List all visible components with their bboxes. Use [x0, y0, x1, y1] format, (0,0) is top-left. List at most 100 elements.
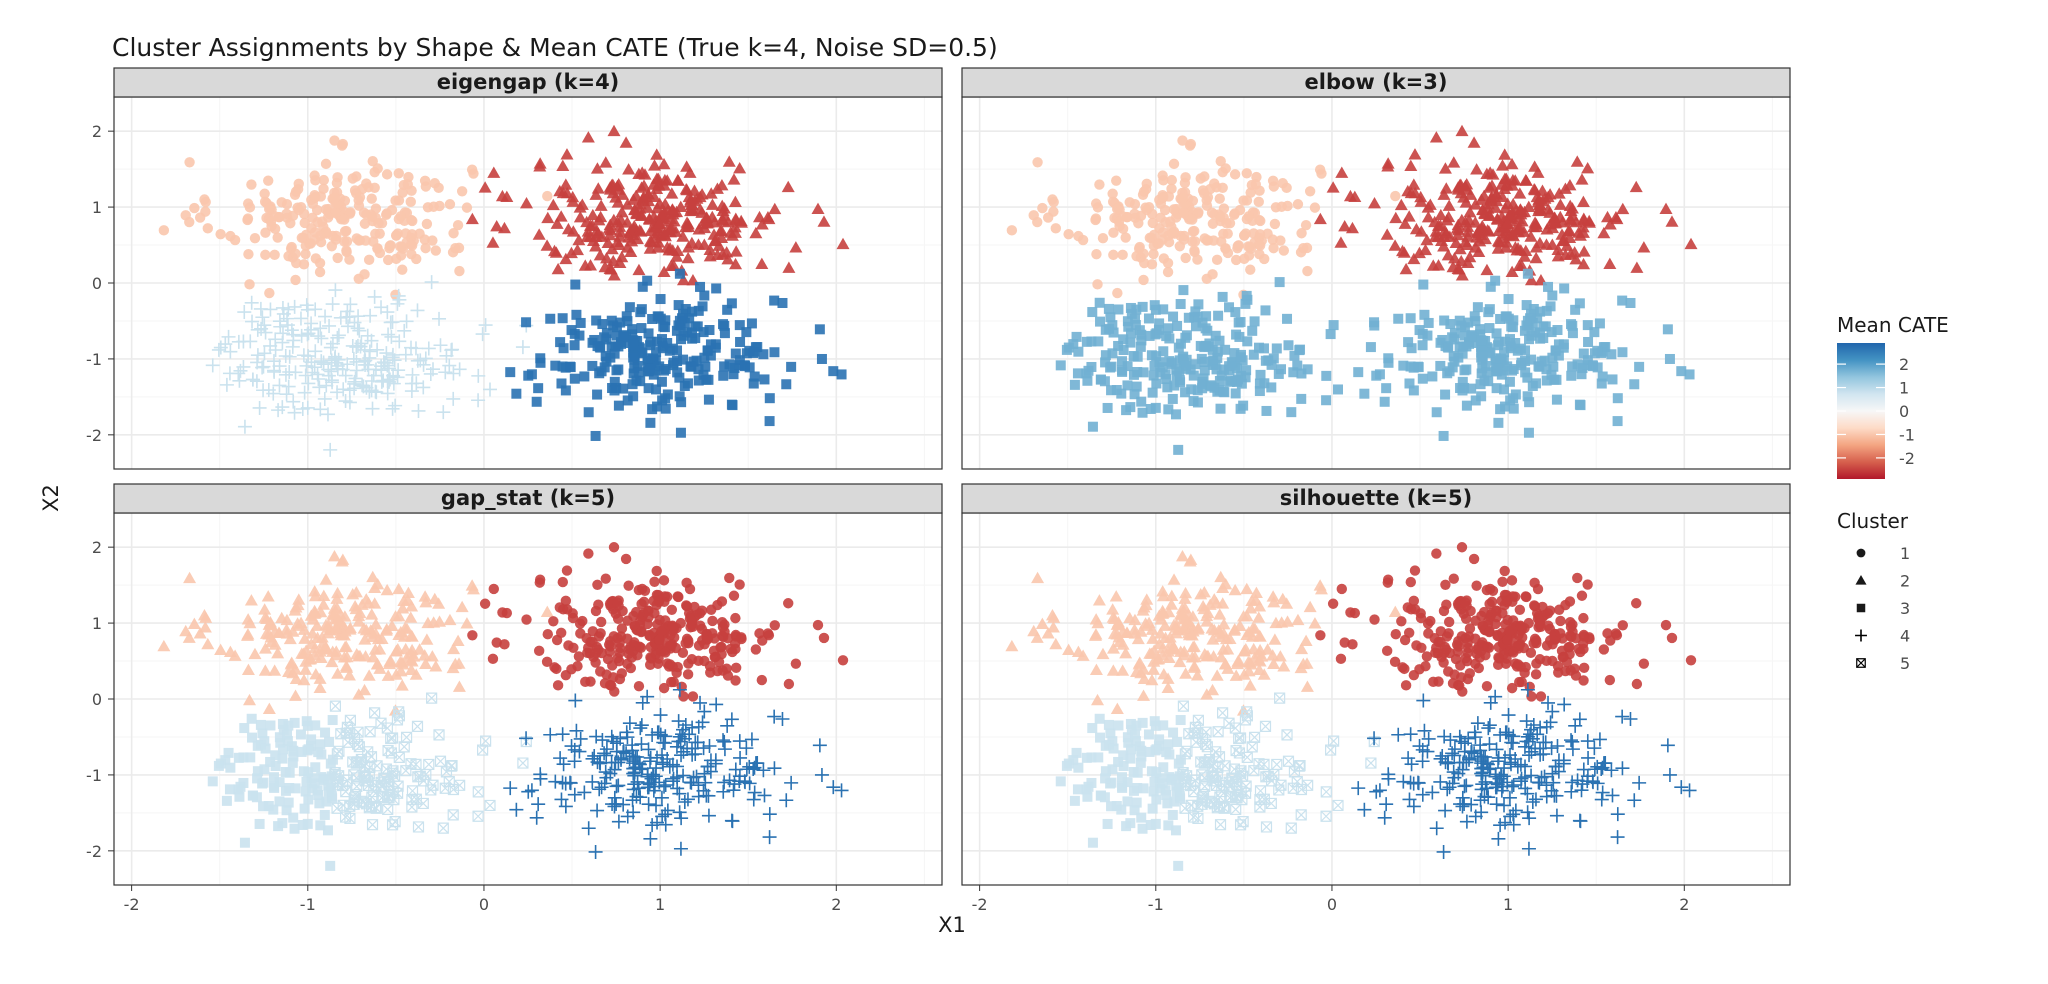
- data-point: [700, 361, 711, 372]
- data-point: [1167, 393, 1178, 404]
- data-point: [300, 248, 311, 260]
- data-point: [1426, 259, 1440, 271]
- data-point: [1541, 203, 1555, 215]
- data-point: [1149, 716, 1160, 727]
- data-point: [836, 369, 847, 380]
- data-point: [741, 327, 752, 338]
- data-point: [445, 342, 460, 357]
- data-point: [635, 208, 649, 221]
- data-point: [260, 227, 271, 238]
- data-point: [696, 605, 708, 616]
- data-point: [589, 240, 603, 252]
- data-point: [627, 324, 638, 335]
- data-point: [781, 180, 795, 193]
- data-point: [211, 342, 226, 357]
- data-point: [647, 404, 658, 415]
- data-point: [1490, 353, 1501, 364]
- data-point: [1240, 298, 1251, 309]
- data-point: [303, 794, 314, 805]
- data-point: [756, 674, 768, 686]
- data-point: [329, 767, 341, 779]
- data-point: [270, 750, 281, 761]
- data-point: [1380, 228, 1394, 240]
- data-point: [393, 168, 404, 179]
- data-point: [265, 756, 276, 767]
- data-point: [1268, 242, 1279, 254]
- data-point: [1094, 179, 1105, 190]
- data-point: [1559, 283, 1570, 294]
- data-point: [382, 744, 394, 757]
- data-point: [674, 811, 689, 826]
- data-point: [329, 700, 342, 712]
- data-point: [270, 760, 281, 771]
- data-point: [1136, 335, 1147, 346]
- data-point: [1214, 375, 1225, 386]
- data-point: [418, 649, 432, 661]
- data-point: [1577, 363, 1588, 374]
- data-point: [340, 319, 355, 334]
- y-tick-label: -2: [86, 426, 102, 445]
- data-point: [395, 241, 406, 252]
- data-point: [677, 313, 688, 324]
- data-point: [301, 326, 316, 341]
- data-point: [1491, 612, 1502, 623]
- data-point: [247, 732, 258, 743]
- data-point: [1527, 220, 1541, 233]
- data-point: [1261, 405, 1272, 416]
- data-point: [671, 714, 686, 729]
- data-point: [1470, 231, 1484, 243]
- data-point: [1437, 230, 1451, 243]
- data-point: [392, 334, 407, 349]
- data-point: [626, 193, 640, 205]
- data-point: [1162, 257, 1174, 269]
- data-point: [1192, 385, 1203, 396]
- data-point: [274, 796, 285, 807]
- data-point: [1210, 330, 1221, 341]
- data-point: [487, 166, 501, 178]
- data-point: [381, 169, 393, 180]
- data-point: [730, 348, 741, 359]
- data-point: [1500, 658, 1512, 669]
- data-point: [601, 356, 612, 367]
- data-point: [1143, 313, 1154, 324]
- data-point: [1107, 188, 1118, 199]
- data-point: [1455, 269, 1469, 281]
- data-point: [246, 713, 257, 724]
- data-point: [615, 205, 629, 218]
- data-point: [700, 214, 714, 226]
- data-point: [1328, 320, 1339, 331]
- data-point: [1171, 780, 1182, 791]
- data-point: [594, 368, 605, 379]
- data-point: [662, 338, 673, 349]
- data-point: [1684, 237, 1698, 250]
- data-point: [1403, 627, 1415, 638]
- data-point: [718, 209, 732, 221]
- data-point: [1441, 599, 1452, 610]
- data-point: [1449, 328, 1460, 339]
- data-point: [1321, 370, 1332, 381]
- data-point: [467, 630, 478, 641]
- data-point: [353, 235, 364, 246]
- data-point: [318, 773, 329, 784]
- data-point: [244, 295, 259, 310]
- data-point: [623, 648, 634, 659]
- data-point: [648, 369, 659, 380]
- data-point: [207, 776, 218, 787]
- data-point: [729, 257, 743, 270]
- data-point: [1397, 246, 1411, 258]
- data-point: [243, 248, 254, 260]
- data-point: [775, 711, 790, 726]
- data-point: [420, 633, 434, 645]
- data-point: [397, 187, 408, 198]
- data-point: [1111, 175, 1122, 186]
- data-point: [1163, 820, 1174, 831]
- data-point: [651, 565, 662, 577]
- data-point: [1254, 378, 1265, 389]
- data-point: [647, 178, 661, 190]
- data-point: [555, 337, 566, 348]
- data-point: [385, 747, 397, 759]
- data-point: [769, 295, 780, 306]
- data-point: [299, 358, 314, 373]
- data-point: [624, 302, 635, 313]
- data-point: [1161, 331, 1172, 342]
